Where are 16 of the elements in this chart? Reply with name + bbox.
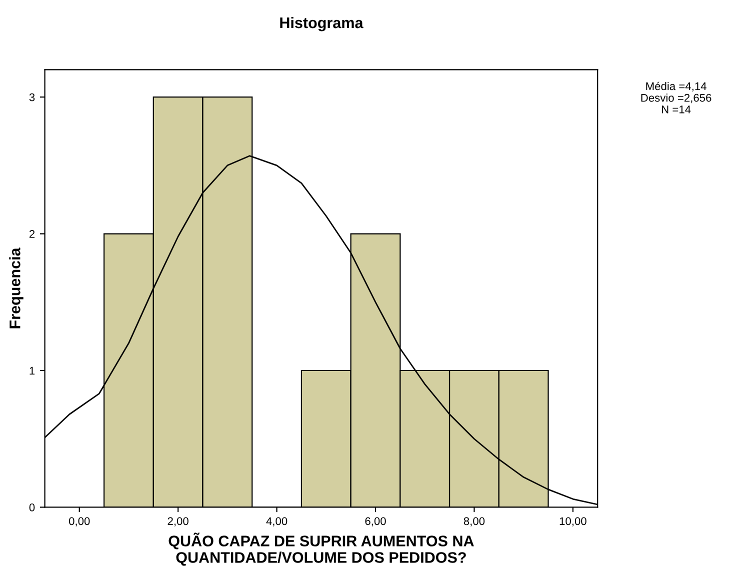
text: Média =4,14 <box>646 82 706 92</box>
chart-title: Histograma <box>280 16 364 32</box>
x-tick-label: 10,00 <box>560 517 586 526</box>
x-tick-label: 6,00 <box>365 517 386 526</box>
x-tick-label: 0,00 <box>68 517 90 526</box>
x-axis-title: QUÃO CAPAZ DE SUPRIR AUMENTOS NA QUANTIDADE/VOLUME DOS PEDIDOS? <box>168 532 474 566</box>
y-tick-label: 3 <box>29 93 35 102</box>
text: Desvio =2,656 <box>641 94 712 104</box>
y-tick-label: 0 <box>29 503 35 512</box>
x-tick-label: 8,00 <box>464 517 485 526</box>
y-tick-label: 1 <box>30 366 35 375</box>
y-axis-title: Frequencia <box>9 248 24 328</box>
x-tick-label: 2,00 <box>168 517 188 526</box>
text: N =14 <box>662 106 691 114</box>
x-tick-label: 4,00 <box>266 517 288 526</box>
y-tick-label: 2 <box>29 230 35 238</box>
